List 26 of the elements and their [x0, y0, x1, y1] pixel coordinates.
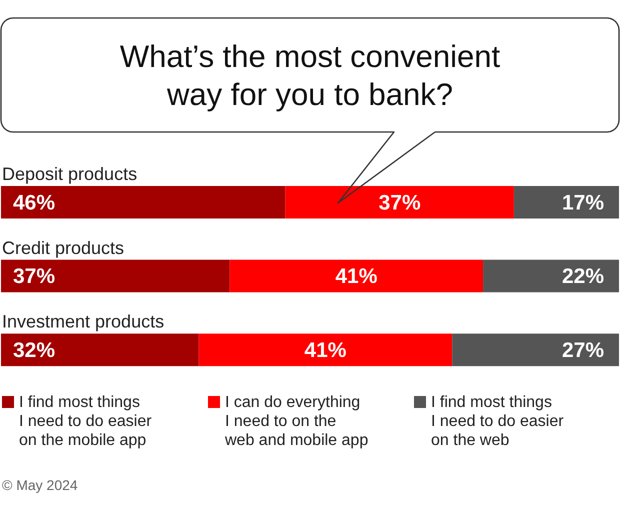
bar	[1, 186, 286, 218]
bar	[1, 260, 230, 292]
legend-label: I can do everything I need to on the web and mobile app	[224, 394, 368, 449]
data-label: 22%	[562, 265, 604, 288]
data-label: 37%	[378, 191, 421, 214]
bar	[285, 186, 514, 218]
text: © May 2024	[2, 477, 78, 493]
bar	[198, 334, 452, 366]
data-label: 37%	[13, 265, 56, 288]
data-label: 32%	[13, 338, 56, 362]
y-tick-label: Deposit products	[2, 164, 138, 184]
data-label: 41%	[335, 265, 378, 288]
bar	[483, 260, 619, 292]
y-tick-label: Investment products	[2, 312, 164, 332]
legend-label: I find most things I need to do easier on the web	[431, 394, 564, 449]
data-label: 41%	[304, 338, 347, 362]
data-label: 17%	[562, 191, 604, 214]
bar	[230, 260, 484, 292]
data-label: 27%	[562, 338, 604, 362]
chart-title: What’s the most convenient way for you to bank?	[120, 39, 501, 112]
bar	[452, 334, 619, 366]
bar	[514, 186, 619, 218]
data-label: 46%	[13, 191, 56, 214]
bar	[1, 334, 199, 366]
y-tick-label: Credit products	[2, 238, 124, 258]
legend-label: I find most things I need to do easier on the mobile app	[19, 394, 152, 449]
